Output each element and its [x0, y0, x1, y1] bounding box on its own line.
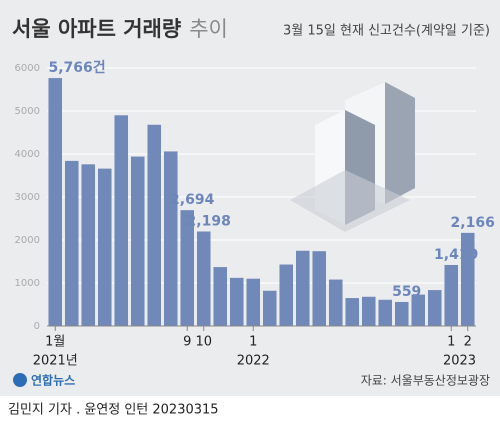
bar: [130, 156, 145, 326]
logo-icon: [13, 373, 27, 387]
chart-title-suffix: 추이: [189, 17, 228, 41]
bar: [394, 301, 409, 326]
footer-background: [0, 396, 500, 422]
chart-subtitle: 3월 15일 현재 신고건수(계약일 기준): [283, 24, 490, 39]
logo-text: 연합뉴스: [31, 373, 75, 388]
bar: [163, 151, 178, 326]
building-illustration: [290, 82, 415, 232]
bar: [196, 231, 211, 326]
value-label: 2,694: [170, 192, 215, 208]
bar: [361, 296, 376, 326]
x-tick-label: 1: [249, 335, 257, 350]
bar: [229, 277, 244, 326]
bar: [444, 264, 459, 326]
value-label: 2,198: [187, 213, 231, 229]
bar: [213, 267, 228, 326]
y-tick-label: 4000: [15, 149, 40, 160]
y-tick-label: 6000: [15, 63, 40, 74]
logo: 연합뉴스: [13, 373, 75, 388]
bar: [312, 251, 327, 326]
x-tick-label: 10: [195, 335, 212, 350]
bar: [279, 264, 294, 326]
bar: [64, 160, 79, 326]
chart-title: 서울 아파트 거래량: [12, 17, 181, 41]
bar: [328, 279, 343, 326]
bar: [48, 78, 63, 326]
x-group-label: 2023: [443, 354, 476, 369]
x-tick-label: 1월: [45, 335, 65, 350]
x-group-label: 2021년: [33, 354, 78, 369]
x-group-label: 2022: [237, 354, 270, 369]
bar: [180, 210, 195, 326]
value-label: 5,766건: [48, 59, 105, 76]
source: 자료: 서울부동산정보광장: [361, 374, 490, 388]
y-tick-label: 1000: [15, 278, 40, 289]
y-tick-label: 3000: [15, 192, 40, 203]
bar: [378, 299, 393, 326]
y-tick-label: 0: [34, 321, 40, 332]
bar: [295, 250, 310, 326]
bar: [427, 290, 442, 326]
x-tick-label: 2: [464, 335, 472, 350]
bar: [114, 115, 129, 326]
bar: [460, 232, 475, 326]
x-tick-label: 1: [447, 335, 455, 350]
bar: [262, 290, 277, 326]
credit: 김민지 기자 . 윤연정 인턴 20230315: [8, 403, 219, 418]
bar: [81, 164, 96, 326]
bar: [411, 294, 426, 326]
y-tick-label: 2000: [15, 235, 40, 246]
bar: [147, 124, 162, 326]
bar: [97, 168, 112, 326]
bar: [246, 278, 261, 326]
value-label: 2,166: [451, 215, 495, 231]
x-tick-label: 9: [183, 335, 191, 350]
y-tick-label: 5000: [15, 106, 40, 117]
bar: [345, 298, 360, 326]
